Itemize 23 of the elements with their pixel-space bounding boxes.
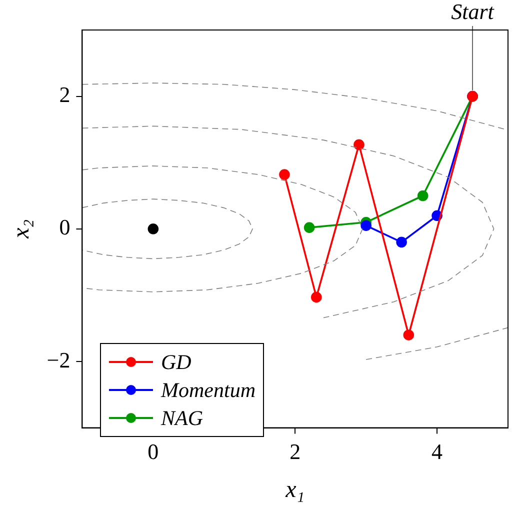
point	[360, 220, 372, 231]
y-tick-label: −2	[46, 347, 70, 372]
x-tick-label: 4	[432, 438, 443, 464]
point	[354, 139, 364, 150]
x-axis-title: x₁	[284, 476, 305, 503]
point	[148, 224, 159, 234]
y-axis-title: x₂	[8, 219, 35, 240]
legend-label: GD	[161, 350, 192, 374]
x-tick-label: 2	[290, 438, 301, 464]
point	[279, 169, 290, 180]
y-tick-label: 0	[59, 214, 70, 240]
y-tick-label: 2	[59, 82, 70, 108]
point	[396, 236, 407, 248]
point	[403, 330, 414, 340]
legend-label: Momentum	[161, 378, 256, 402]
line-series	[82, 126, 494, 318]
point	[417, 190, 428, 202]
x-tick-label: 0	[148, 438, 159, 464]
legend-label: NAG	[161, 406, 203, 430]
point	[304, 222, 315, 233]
line-series	[82, 198, 253, 260]
point	[310, 292, 322, 303]
annotation: Start	[451, 0, 495, 24]
